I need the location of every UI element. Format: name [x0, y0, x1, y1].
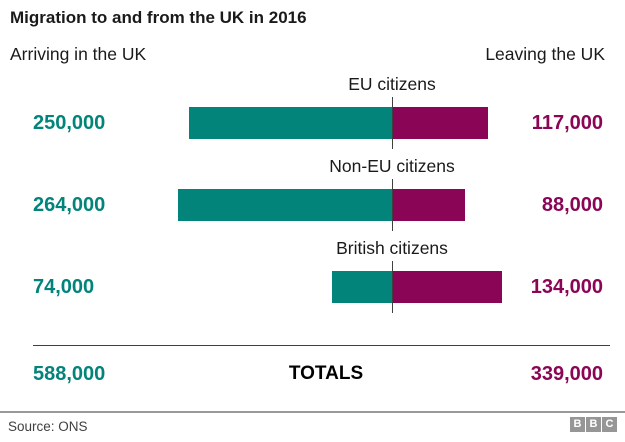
arriving-value: 264,000 [33, 194, 106, 216]
category-label: British citizens [336, 238, 448, 258]
arriving-bar [331, 271, 392, 303]
chart-title: Migration to and from the UK in 2016 [10, 8, 307, 27]
arriving-bar [177, 189, 392, 221]
bar-group-eu: EU citizens 250,000 117,000 [0, 74, 625, 156]
bbc-logo-letter: B [570, 417, 585, 432]
arriving-value: 250,000 [33, 112, 106, 134]
leaving-value: 88,000 [541, 194, 603, 216]
arriving-bar [188, 107, 392, 139]
bar-group-british: British citizens 74,000 134,000 [0, 238, 625, 320]
arriving-value: 74,000 [33, 276, 95, 298]
leaving-bar [393, 271, 502, 303]
header-arriving: Arriving in the UK [10, 44, 147, 64]
leaving-value: 134,000 [530, 276, 603, 298]
footer-divider-line [0, 411, 625, 413]
source-attribution: Source: ONS [8, 419, 88, 434]
totals-arriving-value: 588,000 [33, 363, 106, 385]
center-axis-line [392, 261, 393, 313]
category-label: EU citizens [348, 74, 436, 94]
leaving-bar [393, 107, 489, 139]
center-axis-line [392, 179, 393, 231]
totals-row: 588,000 TOTALS 339,000 [0, 361, 625, 387]
totals-label: TOTALS [288, 363, 364, 384]
header-leaving: Leaving the UK [485, 44, 605, 64]
bbc-logo-letter: B [586, 417, 601, 432]
bbc-logo-letter: C [602, 417, 617, 432]
totals-leaving-value: 339,000 [530, 363, 603, 385]
bbc-logo: B B C [570, 417, 617, 432]
center-axis-line [392, 97, 393, 149]
totals-divider-line [33, 345, 610, 346]
category-label: Non-EU citizens [329, 156, 455, 176]
bar-group-non-eu: Non-EU citizens 264,000 88,000 [0, 156, 625, 238]
leaving-value: 117,000 [531, 112, 603, 134]
leaving-bar [393, 189, 465, 221]
